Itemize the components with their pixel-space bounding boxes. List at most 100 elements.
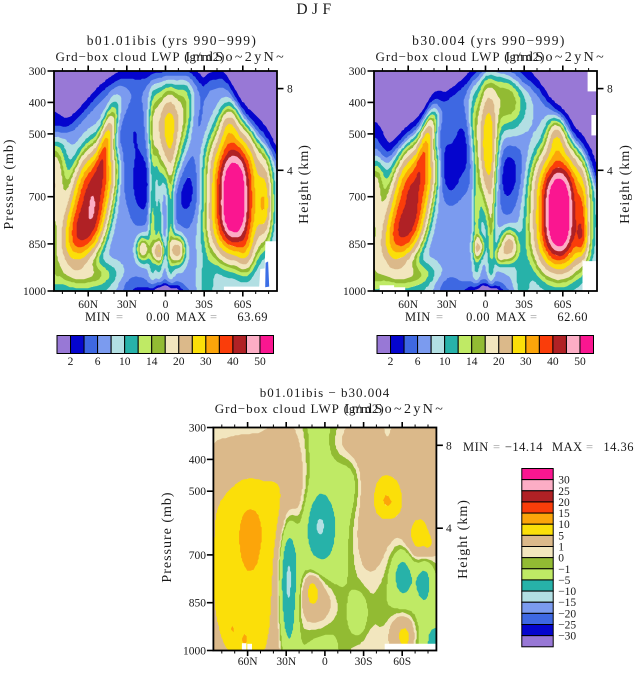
- svg-text:0.00: 0.00: [146, 310, 170, 324]
- svg-text:30N: 30N: [437, 299, 458, 311]
- svg-text:30: 30: [200, 356, 212, 368]
- svg-text:0: 0: [322, 656, 328, 668]
- svg-text:60N: 60N: [398, 299, 419, 311]
- svg-text:2: 2: [68, 356, 74, 368]
- svg-text:ImdSo~2yN~: ImdSo~2yN~: [345, 402, 446, 417]
- svg-text:30N: 30N: [276, 656, 297, 668]
- svg-text:Height (km): Height (km): [297, 144, 312, 224]
- svg-text:2: 2: [388, 356, 394, 368]
- svg-text:30S: 30S: [355, 656, 373, 668]
- svg-text:300: 300: [29, 66, 47, 78]
- svg-text:MIN: MIN: [85, 310, 111, 324]
- svg-text:30N: 30N: [117, 299, 138, 311]
- svg-text:300: 300: [349, 66, 367, 78]
- svg-text:14: 14: [466, 356, 478, 368]
- svg-text:ImdSo~2yN~: ImdSo~2yN~: [186, 50, 287, 65]
- svg-text:30: 30: [520, 356, 532, 368]
- svg-text:1: 1: [558, 542, 564, 554]
- svg-text:MAX: MAX: [176, 310, 207, 324]
- svg-text:−15: −15: [558, 597, 576, 609]
- svg-text:40: 40: [547, 356, 559, 368]
- svg-text:−25: −25: [558, 620, 576, 632]
- svg-text:6: 6: [415, 356, 421, 368]
- svg-text:1000: 1000: [343, 286, 366, 298]
- svg-text:1000: 1000: [23, 286, 46, 298]
- svg-text:10: 10: [119, 356, 131, 368]
- svg-text:8: 8: [287, 84, 293, 96]
- svg-text:15: 15: [558, 508, 570, 520]
- svg-text:300: 300: [189, 423, 207, 435]
- svg-text:−5: −5: [558, 575, 570, 587]
- svg-text:14.36: 14.36: [603, 440, 634, 454]
- svg-text:MIN: MIN: [463, 440, 489, 454]
- svg-text:Pressure (mb): Pressure (mb): [2, 138, 17, 229]
- svg-text:b01.01ibis − b30.004: b01.01ibis − b30.004: [260, 385, 391, 400]
- svg-text:4: 4: [607, 165, 613, 177]
- svg-text:60S: 60S: [393, 656, 411, 668]
- svg-text:850: 850: [189, 598, 207, 610]
- svg-text:30: 30: [558, 475, 570, 487]
- svg-text:−14.14: −14.14: [505, 440, 543, 454]
- svg-text:4: 4: [287, 165, 293, 177]
- svg-text:0.00: 0.00: [466, 310, 490, 324]
- svg-text:40: 40: [227, 356, 239, 368]
- svg-text:8: 8: [607, 84, 613, 96]
- svg-text:Grd−box cloud LWP (g/m2): Grd−box cloud LWP (g/m2): [215, 401, 385, 416]
- svg-text:400: 400: [349, 97, 367, 109]
- svg-text:−10: −10: [558, 586, 576, 598]
- svg-text:50: 50: [574, 356, 586, 368]
- svg-text:60S: 60S: [554, 299, 572, 311]
- svg-text:−30: −30: [558, 631, 576, 643]
- svg-text:MAX: MAX: [552, 440, 583, 454]
- svg-text:50: 50: [254, 356, 266, 368]
- svg-text:63.69: 63.69: [237, 310, 268, 324]
- svg-text:62.60: 62.60: [557, 310, 588, 324]
- svg-text:700: 700: [29, 192, 47, 204]
- svg-text:500: 500: [189, 486, 207, 498]
- svg-text:10: 10: [439, 356, 451, 368]
- svg-text:Grd−box cloud LWP (g/m2): Grd−box cloud LWP (g/m2): [56, 49, 226, 64]
- svg-text:=: =: [586, 440, 593, 454]
- svg-text:4: 4: [446, 523, 452, 535]
- svg-text:400: 400: [189, 454, 207, 466]
- svg-text:60N: 60N: [238, 656, 259, 668]
- svg-text:−20: −20: [558, 608, 576, 620]
- svg-text:400: 400: [29, 97, 47, 109]
- svg-text:850: 850: [349, 239, 367, 251]
- svg-text:30S: 30S: [515, 299, 533, 311]
- svg-text:b01.01ibis (yrs 990−999): b01.01ibis (yrs 990−999): [87, 33, 258, 48]
- svg-text:0: 0: [163, 299, 169, 311]
- svg-text:14: 14: [146, 356, 158, 368]
- svg-text:8: 8: [446, 440, 452, 452]
- svg-text:60S: 60S: [234, 299, 252, 311]
- svg-text:700: 700: [349, 192, 367, 204]
- svg-text:20: 20: [558, 497, 570, 509]
- svg-text:Height (km): Height (km): [456, 499, 471, 579]
- svg-text:=: =: [210, 310, 217, 324]
- svg-text:0: 0: [558, 553, 564, 565]
- svg-text:0: 0: [483, 299, 489, 311]
- svg-text:=: =: [530, 310, 537, 324]
- svg-text:6: 6: [95, 356, 101, 368]
- svg-text:30S: 30S: [195, 299, 213, 311]
- svg-text:25: 25: [558, 486, 570, 498]
- svg-text:1000: 1000: [183, 646, 206, 658]
- svg-text:MIN: MIN: [405, 310, 431, 324]
- svg-text:5: 5: [558, 530, 564, 542]
- svg-text:ImdSo~2yN~: ImdSo~2yN~: [506, 50, 607, 65]
- svg-text:=: =: [493, 440, 500, 454]
- svg-text:−1: −1: [558, 564, 570, 576]
- svg-text:Height (km): Height (km): [618, 144, 633, 224]
- svg-text:DJF: DJF: [296, 1, 335, 18]
- svg-text:20: 20: [173, 356, 185, 368]
- svg-text:10: 10: [558, 519, 570, 531]
- svg-text:b30.004 (yrs 990−999): b30.004 (yrs 990−999): [412, 33, 566, 48]
- svg-text:Grd−box cloud LWP (g/m2): Grd−box cloud LWP (g/m2): [376, 49, 546, 64]
- svg-text:=: =: [116, 310, 123, 324]
- svg-text:Pressure (mb): Pressure (mb): [160, 491, 175, 582]
- svg-text:850: 850: [29, 239, 47, 251]
- svg-text:60N: 60N: [78, 299, 99, 311]
- svg-text:=: =: [436, 310, 443, 324]
- svg-text:20: 20: [493, 356, 505, 368]
- svg-text:500: 500: [349, 129, 367, 141]
